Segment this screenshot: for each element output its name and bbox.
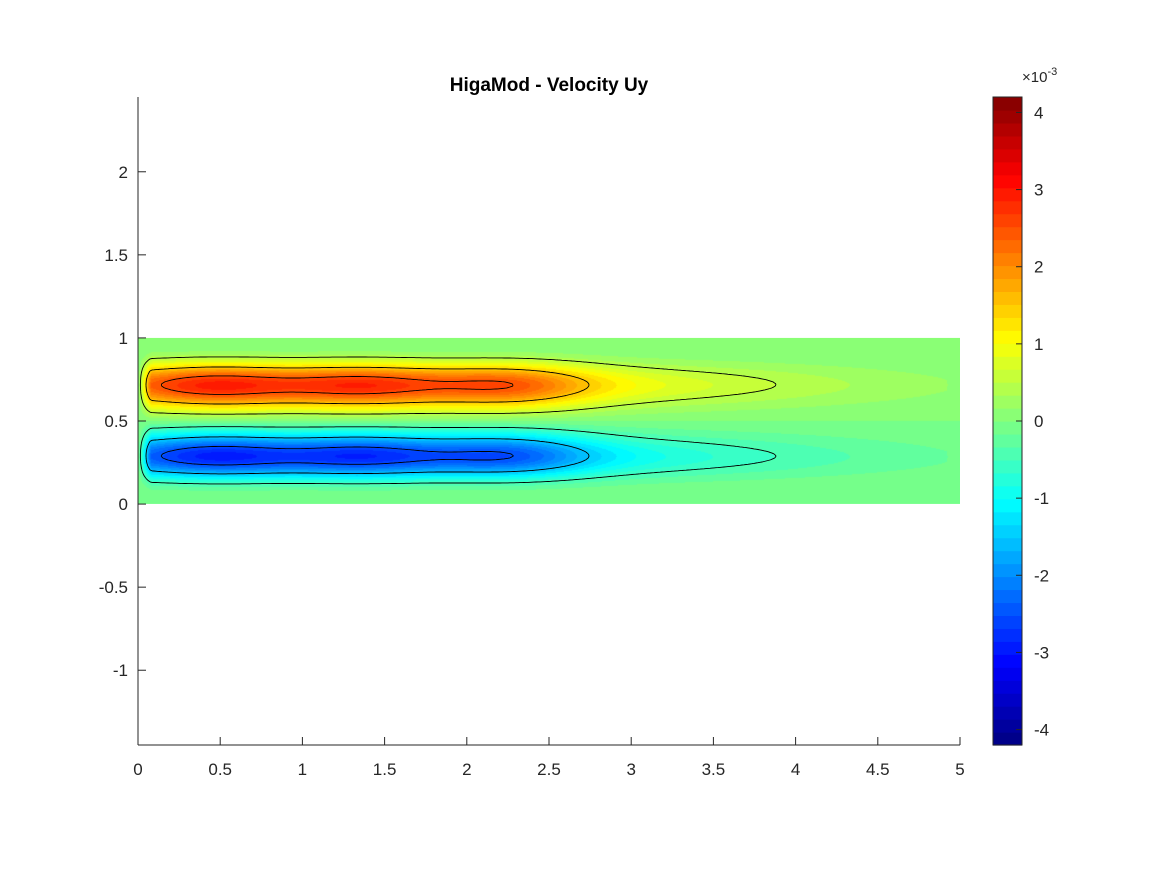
colorbar-band [993,563,1022,578]
colorbar-band [993,265,1022,280]
colorbar-exponent-label: ×10-3 [1022,66,1057,86]
colorbar-band [993,369,1022,383]
chart-title: HigaMod - Velocity Uy [450,75,649,96]
colorbar-band [993,615,1022,629]
colorbar-band [993,641,1022,655]
colorbar-band [993,576,1022,591]
x-tick-label: 1 [298,760,307,779]
colorbar-band [993,719,1022,733]
colorbar-band [993,433,1022,448]
y-tick-label: 0.5 [104,412,128,431]
colorbar-band [993,252,1022,267]
colorbar-band [993,667,1022,681]
colorbar-band [993,187,1022,202]
colorbar-band [993,174,1022,189]
x-tick-label: 4.5 [866,760,890,779]
x-tick-label: 4 [791,760,800,779]
colorbar-band [993,135,1022,150]
y-tick-label: 2 [119,163,128,182]
x-tick-label: 0 [133,760,142,779]
x-tick-label: 0.5 [208,760,232,779]
colorbar-band [993,330,1022,344]
colorbar-band [993,654,1022,668]
field-image [138,337,960,504]
colorbar-band [993,97,1022,111]
colorbar: -4 -3 -2 -1 0 1 2 3 4 [992,96,1049,746]
colorbar-tick-label: -2 [1034,566,1049,585]
colorbar-band [993,343,1022,357]
contour-level-6 [161,375,514,395]
colorbar-band [993,732,1022,746]
colorbar-band [993,550,1022,565]
colorbar-band [993,485,1022,500]
contour-level-1 [160,445,514,466]
colorbar-band [993,511,1022,526]
colorbar-tick-label: 3 [1034,181,1043,200]
colorbar-band [993,278,1022,292]
colorbar-band [993,459,1022,474]
colorbar-tick-label: -3 [1034,643,1049,662]
colorbar-band [993,148,1022,163]
colorbar-band [993,498,1022,513]
colorbar-band [993,382,1022,396]
colorbar-tick-label: 4 [1034,103,1043,122]
x-tick-label: 2 [462,760,471,779]
colorbar-band [993,213,1022,228]
colorbar-band [993,602,1022,616]
colorbar-band [993,239,1022,254]
colorbar-band [993,693,1022,707]
colorbar-band [993,317,1022,331]
colorbar-band [993,706,1022,720]
x-tick-label: 3.5 [702,760,726,779]
colorbar-tick-label: 2 [1034,258,1043,277]
y-tick-label: 1 [119,329,128,348]
colorbar-band [993,200,1022,215]
x-tick-label: 3 [626,760,635,779]
contour-level-3 [139,426,777,485]
colorbar-band [993,122,1022,137]
y-tick-label: 0 [119,495,128,514]
y-tick-label: -0.5 [99,578,128,597]
colorbar-band [993,628,1022,642]
colorbar-band [993,109,1022,124]
contour-level-4 [139,356,777,415]
colorbar-band [993,446,1022,461]
velocity-field [138,337,960,504]
colorbar-band [993,421,1022,435]
colorbar-band [993,537,1022,552]
colorbar-band [993,472,1022,487]
colorbar-band [993,356,1022,370]
x-tick-label: 2.5 [537,760,561,779]
colorbar-band [993,395,1022,409]
colorbar-band [993,161,1022,176]
colorbar-tick-label: 1 [1034,335,1043,354]
colorbar-band [993,291,1022,305]
colorbar-band [993,226,1022,241]
colorbar-band [993,408,1022,422]
x-tick-label: 1.5 [373,760,397,779]
colorbar-tick-label: -4 [1034,721,1049,740]
axes: 0 0.5 1 1.5 2 2.5 3 3.5 4 4.5 5 -1 -0.5 0 0.5 1 1.5 2 [99,97,965,779]
colorbar-band [993,304,1022,318]
colorbar-tick-label: 0 [1034,412,1043,431]
y-tick-label: 1.5 [104,246,128,265]
colorbar-band [993,680,1022,694]
contour-level-5 [145,366,590,405]
contour-lines [139,356,777,485]
colorbar-band [993,524,1022,539]
colorbar-band [993,589,1022,604]
colorbar-tick-label: -1 [1034,489,1049,508]
y-tick-label: -1 [113,661,128,680]
contour-level-2 [145,436,590,475]
x-tick-label: 5 [955,760,964,779]
